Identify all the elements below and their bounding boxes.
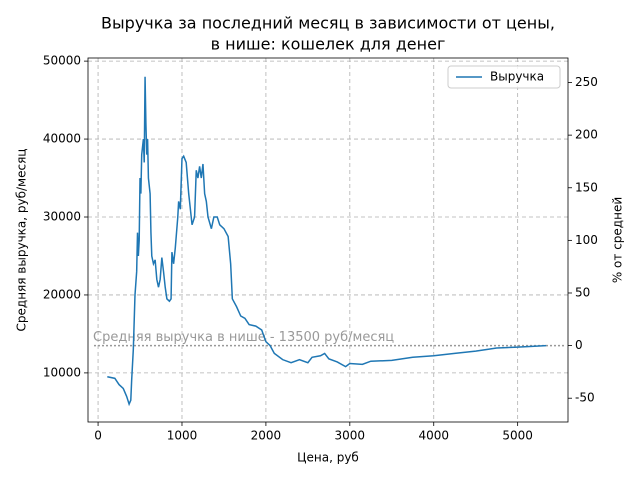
- y2-tick-label: 100: [575, 233, 598, 247]
- y2-tick-label: 150: [575, 180, 598, 194]
- y-axis-label: Средняя выручка, руб/месяц: [15, 149, 29, 332]
- chart-title: в нише: кошелек для денег: [211, 35, 446, 54]
- x-tick-label: 2000: [251, 429, 282, 443]
- y2-tick-label: 200: [575, 128, 598, 142]
- x-axis-label: Цена, руб: [297, 451, 359, 465]
- plot-frame: [87, 57, 569, 423]
- legend-label: Выручка: [490, 70, 544, 84]
- x-tick-label: 3000: [335, 429, 366, 443]
- y-tick-label: 30000: [43, 210, 81, 224]
- y2-tick-label: -50: [575, 391, 595, 405]
- y2-tick-label: 50: [575, 285, 590, 299]
- annotation: Средняя выручка в нише - 13500 руб/месяц: [93, 330, 394, 345]
- line-series: [107, 76, 547, 407]
- x-tick-label: 0: [94, 429, 102, 443]
- y-tick-label: 40000: [43, 132, 81, 146]
- x-tick-label: 4000: [418, 429, 449, 443]
- legend-box: [447, 65, 561, 89]
- y-tick-label: 10000: [43, 365, 81, 379]
- x-tick-label: 5000: [502, 429, 533, 443]
- y2-tick-label: 250: [575, 75, 598, 89]
- x-tick-label: 1000: [167, 429, 198, 443]
- y2-axis-label: % от средней: [611, 197, 625, 283]
- y-tick-label: 20000: [43, 287, 81, 301]
- y2-tick-label: 0: [575, 338, 583, 352]
- y-tick-label: 50000: [43, 54, 81, 68]
- chart-title: Выручка за последний месяц в зависимости…: [101, 14, 555, 33]
